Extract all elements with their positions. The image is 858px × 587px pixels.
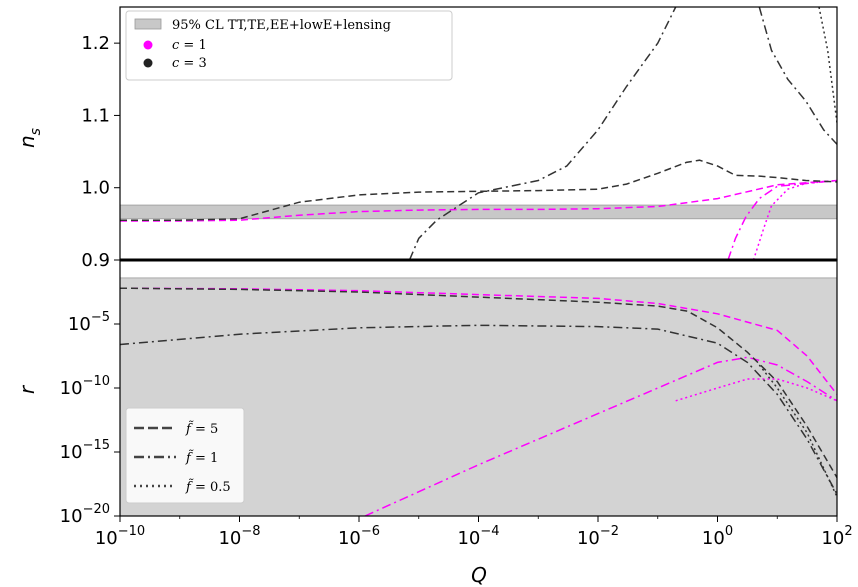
legend-c1-marker bbox=[143, 40, 153, 50]
bottom-y-axis-label: r bbox=[15, 384, 39, 394]
x-tick-label: 10−4 bbox=[457, 524, 499, 549]
top-series-group bbox=[120, 7, 837, 260]
ns-line-c3-f0_5 bbox=[818, 7, 837, 123]
top-y-tick-label: 0.9 bbox=[81, 250, 110, 271]
x-tick-label: 10−10 bbox=[95, 524, 145, 549]
top-y-tick-label: 1.0 bbox=[81, 178, 110, 199]
top-y-tick-label: 1.1 bbox=[81, 105, 110, 126]
x-tick-label: 10−6 bbox=[338, 524, 380, 549]
ns-line-c3-f1 bbox=[758, 7, 837, 145]
x-tick-label: 100 bbox=[702, 524, 733, 549]
top-y-ticks: 0.9 1.0 1.1 1.2 bbox=[81, 33, 120, 271]
ns-line-c1-f5 bbox=[120, 179, 837, 222]
top-legend: 95% CL TT,TE,EE+lowE+lensing c = 1 c = 3 bbox=[125, 10, 453, 81]
x-tick-label: 102 bbox=[821, 524, 852, 549]
ns-line-c1-f0_5 bbox=[752, 179, 837, 260]
bottom-y-ticks: 10−5 10−10 10−15 10−20 bbox=[60, 310, 120, 527]
legend-f05-label: f̃ = 0.5 bbox=[185, 478, 231, 495]
legend-f5-label: f̃ = 5 bbox=[185, 420, 218, 437]
r-line-c3-f5 bbox=[120, 287, 837, 478]
top-y-tick-label: 1.2 bbox=[81, 33, 110, 54]
legend-c3-label: c = 3 bbox=[172, 56, 207, 71]
ns-line-c3-f5 bbox=[120, 159, 837, 221]
legend-band-swatch bbox=[134, 18, 162, 30]
bottom-legend-box bbox=[125, 407, 245, 504]
ns-line-c3-f1 bbox=[408, 7, 677, 260]
r-line-c1-f0_5 bbox=[675, 378, 837, 402]
x-axis-label: Q bbox=[471, 563, 487, 587]
r-line-c1-f1 bbox=[364, 356, 837, 516]
legend-band-label: 95% CL TT,TE,EE+lowE+lensing bbox=[172, 18, 391, 33]
x-tick-label: 10−2 bbox=[577, 524, 619, 549]
r-line-c3-f0_5 bbox=[758, 364, 837, 498]
ns-line-c1-f1 bbox=[727, 179, 837, 260]
ns-confidence-band bbox=[119, 204, 838, 220]
x-ticks: 10−10 10−8 10−6 10−4 10−2 100 102 bbox=[95, 516, 853, 549]
bottom-panel: 10−5 10−10 10−15 10−20 r f̃ = 5 f̃ = 1 f̃ =… bbox=[15, 259, 838, 527]
top-panel: 0.9 1.0 1.1 1.2 ns 95% CL TT,TE,EE+lowE+len… bbox=[15, 6, 838, 271]
top-y-axis-label: ns bbox=[15, 128, 44, 148]
legend-c3-marker bbox=[143, 58, 153, 68]
r-line-c3-f1 bbox=[120, 324, 837, 495]
r-line-c1-f5 bbox=[120, 287, 837, 395]
bottom-series-group bbox=[120, 287, 837, 516]
bottom-y-tick-label: 10−15 bbox=[60, 438, 110, 463]
top-legend-box bbox=[125, 10, 453, 81]
bottom-legend: f̃ = 5 f̃ = 1 f̃ = 0.5 bbox=[125, 407, 245, 504]
legend-c1-label: c = 1 bbox=[172, 38, 207, 53]
x-tick-label: 10−8 bbox=[218, 524, 260, 549]
bottom-y-tick-label: 10−5 bbox=[68, 310, 110, 335]
bottom-y-tick-label: 10−20 bbox=[60, 502, 110, 527]
bottom-y-tick-label: 10−10 bbox=[60, 374, 110, 399]
legend-f1-label: f̃ = 1 bbox=[185, 449, 218, 466]
